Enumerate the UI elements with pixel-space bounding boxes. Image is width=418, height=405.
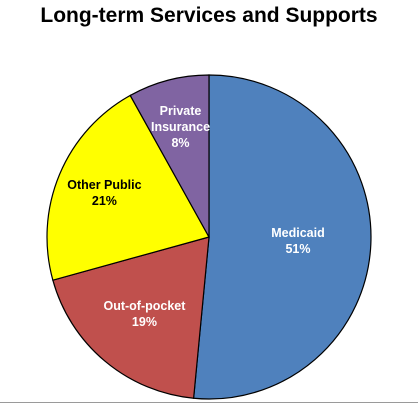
pie-label-out-of-pocket: Out-of-pocket 19%: [103, 299, 186, 329]
pie-slice-out-of-pocket: [52, 236, 210, 399]
pie-slice-private-insurance: [129, 74, 210, 240]
pie-label-medicaid: Medicaid 51%: [271, 226, 325, 256]
pie-slice-other-public: [46, 94, 210, 281]
chart-title: Long-term Services and Supports: [40, 4, 378, 27]
pie-slices: [46, 74, 372, 400]
bottom-divider: [0, 402, 418, 403]
pie-label-other-public: Other Public 21%: [67, 178, 141, 208]
pie-slice-medicaid: [192, 74, 372, 400]
pie-label-private-insurance: Private Insurance 8%: [151, 104, 210, 150]
pie-labels: Medicaid 51% Out-of-pocket 19% Other Public 2…: [67, 104, 325, 329]
